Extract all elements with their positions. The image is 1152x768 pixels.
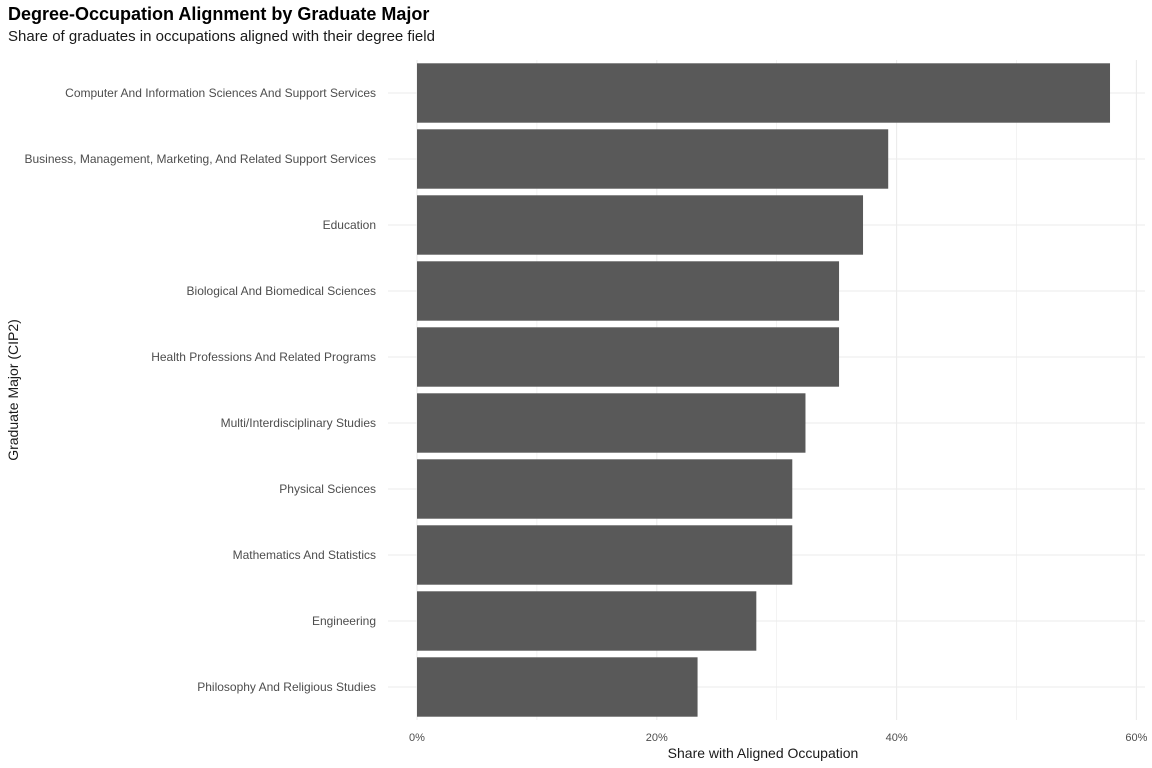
bars — [417, 63, 1111, 717]
bar — [417, 591, 757, 651]
category-label: Physical Sciences — [279, 482, 376, 496]
bar — [417, 63, 1111, 123]
bar — [417, 129, 889, 189]
category-labels: Computer And Information Sciences And Su… — [24, 86, 376, 694]
category-label: Multi/Interdisciplinary Studies — [221, 416, 376, 430]
category-label: Mathematics And Statistics — [233, 548, 376, 562]
category-label: Computer And Information Sciences And Su… — [65, 86, 376, 100]
x-tick-label: 20% — [646, 732, 668, 744]
category-label: Health Professions And Related Programs — [151, 350, 376, 364]
bar — [417, 327, 840, 387]
x-tick-label: 60% — [1125, 732, 1147, 744]
category-label: Education — [323, 218, 376, 232]
x-axis-title: Share with Aligned Occupation — [668, 745, 859, 761]
y-axis-title: Graduate Major (CIP2) — [5, 319, 21, 461]
bar — [417, 459, 793, 519]
bar — [417, 261, 840, 321]
category-label: Business, Management, Marketing, And Rel… — [24, 152, 376, 166]
category-label: Philosophy And Religious Studies — [197, 680, 376, 694]
chart-subtitle: Share of graduates in occupations aligne… — [8, 28, 435, 45]
x-tick-labels: 0% 20% 40% 60% — [409, 732, 1148, 744]
x-tick-label: 0% — [409, 732, 425, 744]
category-label: Engineering — [312, 614, 376, 628]
category-label: Biological And Biomedical Sciences — [187, 284, 376, 298]
x-tick-label: 40% — [886, 732, 908, 744]
bar — [417, 657, 698, 717]
bar — [417, 393, 806, 453]
bar — [417, 525, 793, 585]
bar — [417, 195, 864, 255]
chart-title: Degree-Occupation Alignment by Graduate … — [8, 4, 430, 24]
